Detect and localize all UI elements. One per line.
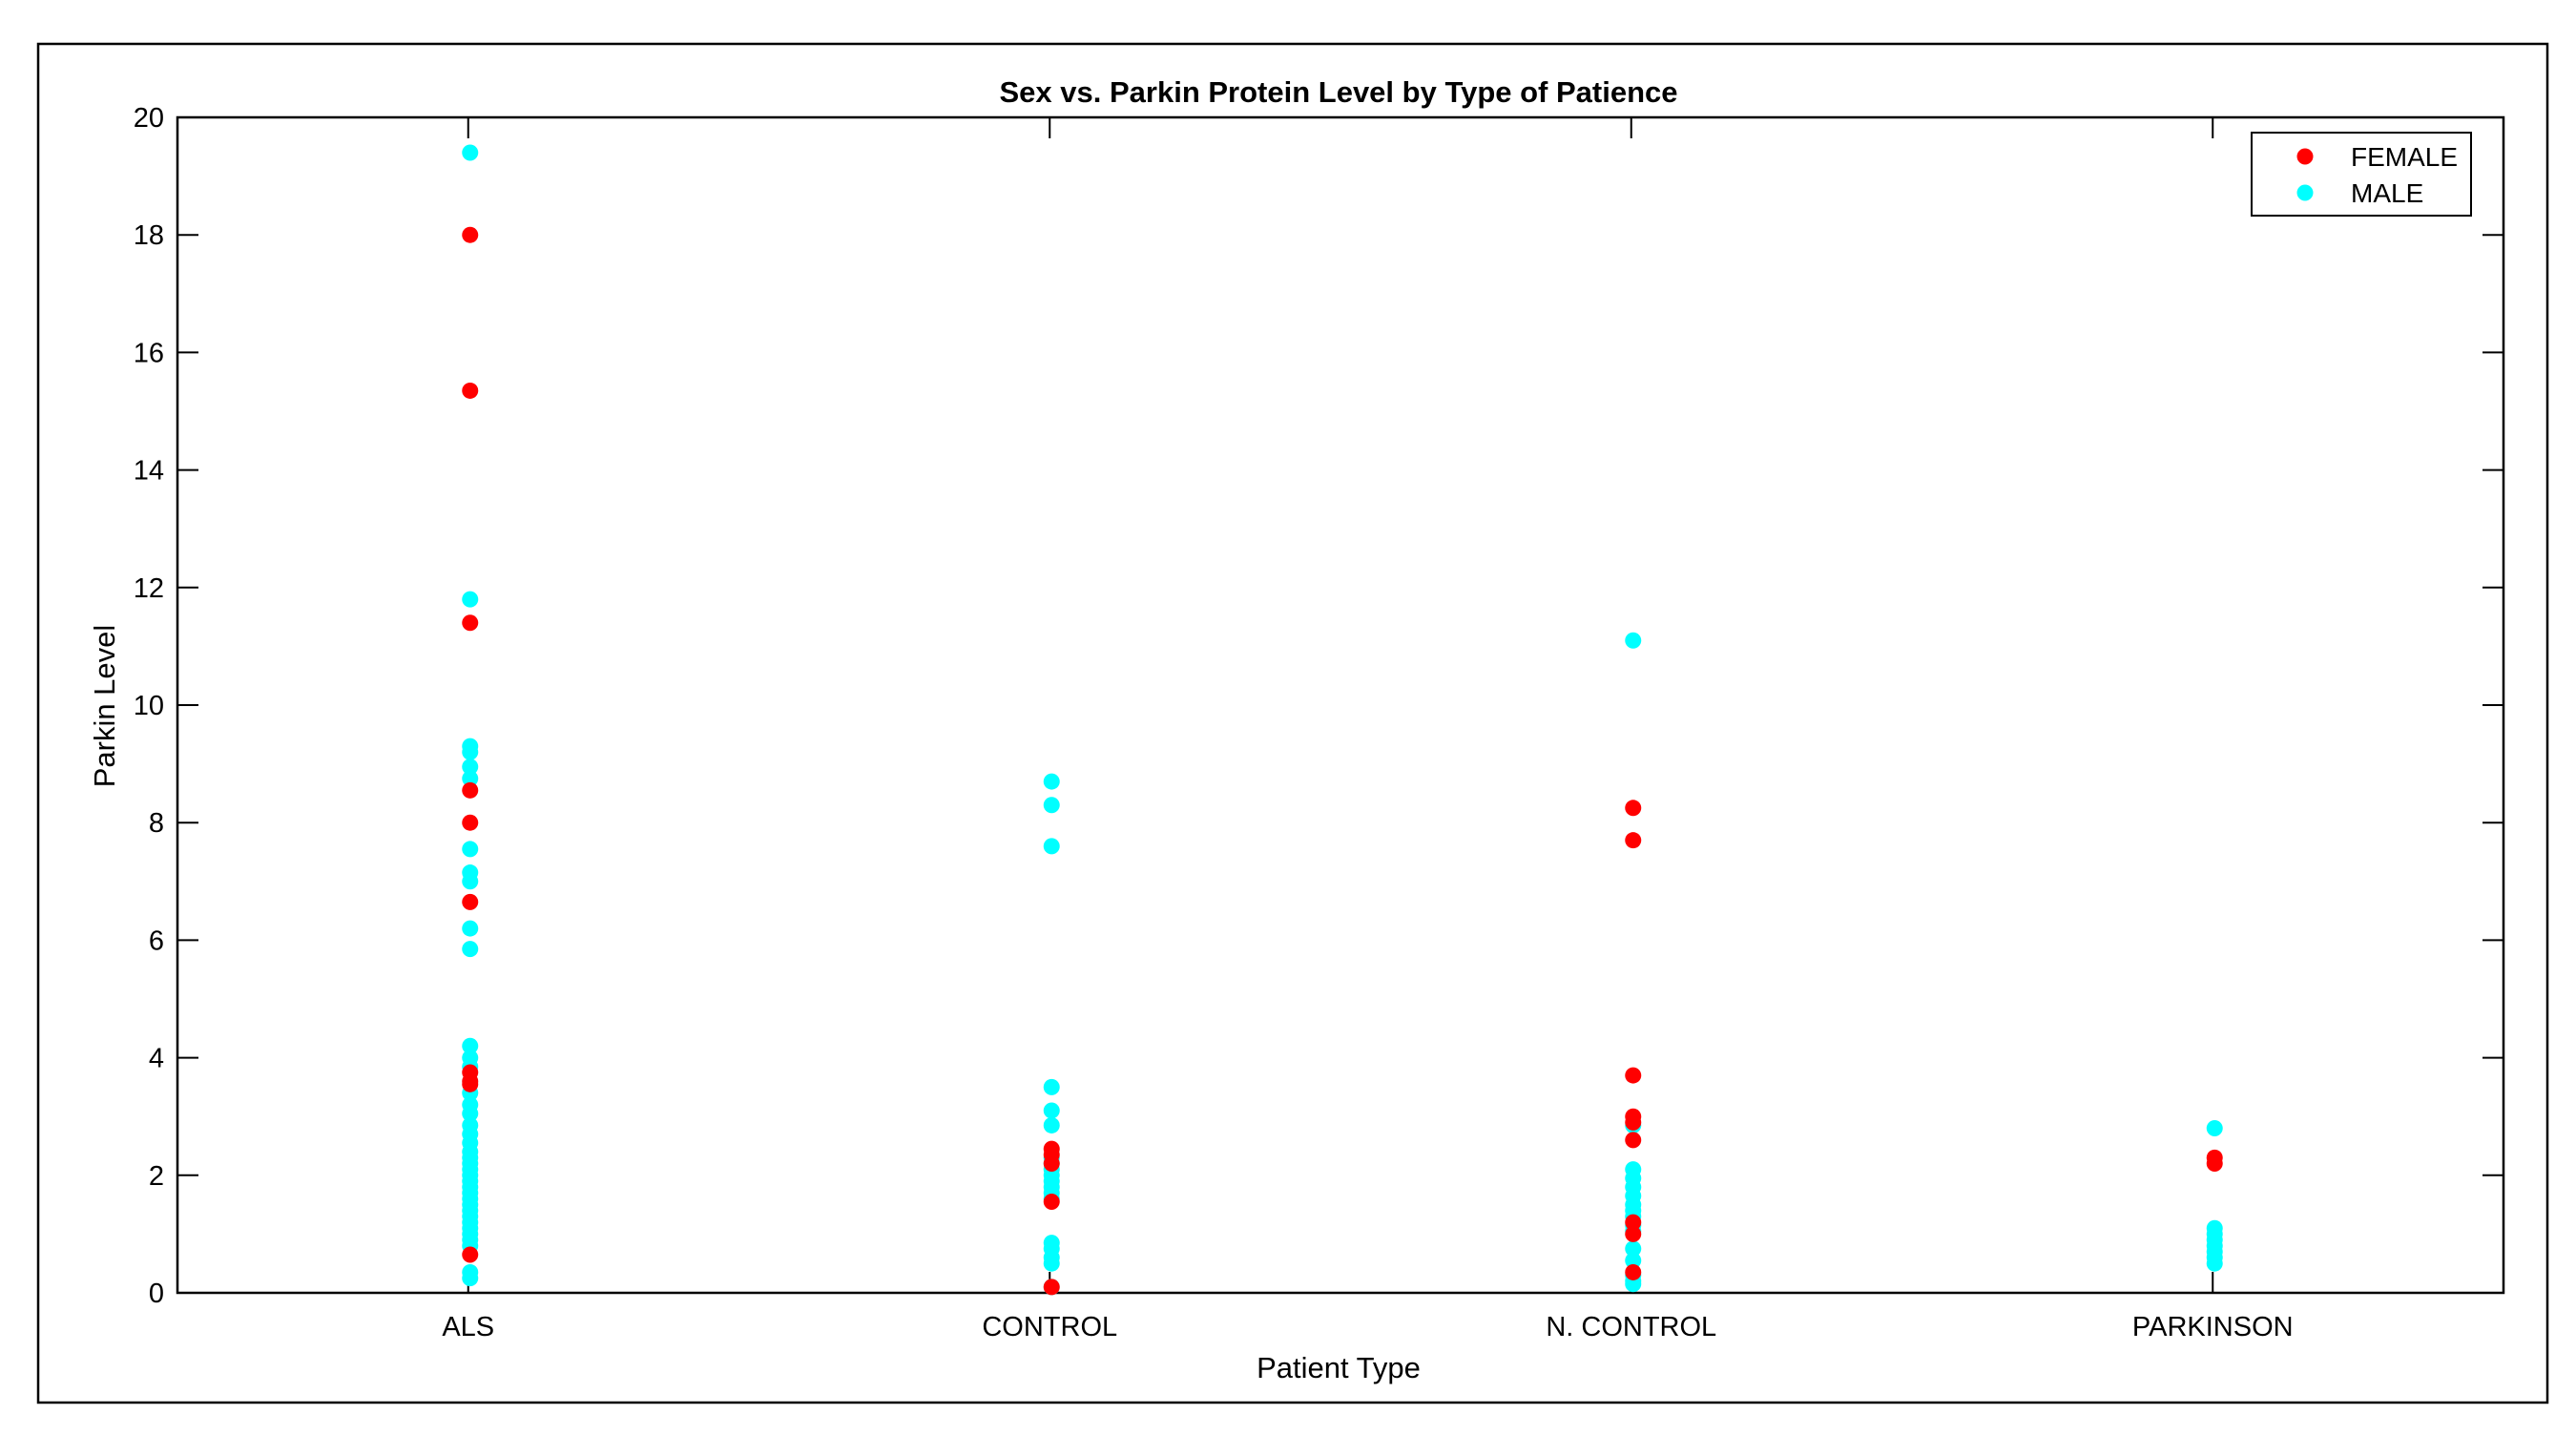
y-tick-label: 2	[149, 1161, 164, 1192]
data-point-female	[1043, 1279, 1060, 1296]
data-point-female	[462, 1246, 479, 1263]
y-tick-label: 16	[134, 338, 164, 368]
data-point-female	[462, 614, 479, 632]
data-point-male	[462, 873, 479, 890]
data-point-female	[462, 814, 479, 831]
legend: FEMALE MALE	[2251, 132, 2472, 217]
y-tick-label: 10	[134, 691, 164, 721]
data-point-female	[1625, 1263, 1642, 1280]
y-tick-label: 0	[149, 1279, 164, 1309]
legend-marker-male	[2296, 184, 2314, 201]
legend-label-female: FEMALE	[2351, 142, 2458, 172]
data-point-female	[1625, 1132, 1642, 1149]
data-point-male	[1043, 797, 1060, 814]
data-point-male	[462, 920, 479, 937]
data-point-female	[1625, 1113, 1642, 1131]
chart-title: Sex vs. Parkin Protein Level by Type of …	[1000, 75, 1678, 109]
data-point-male	[1043, 1078, 1060, 1095]
data-point-female	[1625, 1225, 1642, 1242]
plot-area: 0 2 4 6 8 10 12 14 16 18 20 ALS CONTROL N. CONTROL PAR…	[134, 103, 2505, 1342]
data-point-male	[462, 1037, 479, 1054]
y-tick-label: 4	[149, 1044, 164, 1074]
data-point-male	[462, 743, 479, 760]
data-point-male	[1625, 1240, 1642, 1258]
data-point-female	[462, 781, 479, 799]
data-point-female	[1625, 1214, 1642, 1231]
data-point-male	[462, 759, 479, 776]
data-point-female	[1625, 1067, 1642, 1084]
data-point-female	[462, 1075, 479, 1092]
x-tick-label: PARKINSON	[2132, 1312, 2294, 1342]
data-point-male	[1043, 1102, 1060, 1119]
data-point-male	[462, 1105, 479, 1122]
y-tick-label: 8	[149, 808, 164, 839]
x-tick-label: ALS	[442, 1312, 494, 1342]
data-point-male	[462, 941, 479, 958]
data-point-male	[462, 1270, 479, 1287]
data-point-male	[462, 770, 479, 787]
x-axis-label: Patient Type	[1257, 1351, 1421, 1384]
data-point-male	[1625, 1276, 1642, 1293]
data-point-female	[462, 893, 479, 910]
y-axis-label: Parkin Level	[88, 625, 121, 788]
y-tick-label: 12	[134, 573, 164, 604]
data-point-female	[1043, 1194, 1060, 1211]
data-point-female	[462, 382, 479, 399]
data-point-male	[1043, 773, 1060, 790]
x-tick-label: CONTROL	[982, 1312, 1117, 1342]
data-point-male	[462, 591, 479, 608]
y-tick-label: 20	[134, 103, 164, 134]
legend-marker-female	[2296, 148, 2314, 165]
data-point-female	[2206, 1154, 2223, 1172]
data-point-male	[1043, 838, 1060, 855]
data-point-male	[462, 841, 479, 858]
y-tick-label: 14	[134, 456, 164, 487]
data-point-female	[462, 226, 479, 243]
data-point-male	[1043, 1255, 1060, 1272]
figure-frame	[36, 42, 2549, 1404]
data-point-male	[1625, 1252, 1642, 1269]
y-tick-label: 18	[134, 220, 164, 251]
legend-box	[2251, 132, 2472, 217]
x-tick-label: N. CONTROL	[1546, 1312, 1716, 1342]
data-point-male	[1043, 1116, 1060, 1133]
data-point-male	[1625, 632, 1642, 649]
data-point-male	[2206, 1255, 2223, 1272]
data-point-female	[1625, 800, 1642, 817]
y-tick-label: 6	[149, 925, 164, 956]
data-point-female	[1625, 832, 1642, 849]
legend-label-male: MALE	[2351, 178, 2423, 208]
data-point-male	[2206, 1120, 2223, 1137]
data-point-male	[462, 144, 479, 161]
data-point-female	[1043, 1154, 1060, 1172]
